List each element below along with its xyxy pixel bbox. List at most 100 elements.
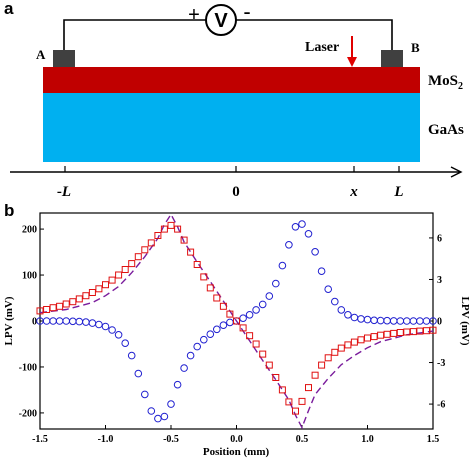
- blue-circle-point: [311, 248, 319, 256]
- blue-circle-point: [82, 318, 90, 326]
- y-left-tick-label: -200: [19, 408, 37, 419]
- ticks-layer: -1.5 -1.0 -0.5 0.0 0.5 1.0 1.5 -200 -100 0 100 200 -…: [19, 225, 446, 445]
- red-square-point: [56, 302, 64, 310]
- red-square-point: [128, 260, 136, 268]
- blue-circle-point: [324, 285, 333, 294]
- blue-circle-point: [206, 330, 215, 339]
- red-square-point: [154, 232, 162, 239]
- y-right-tick-label: 6: [437, 233, 442, 244]
- y-axis-label-right: LPV (mV): [459, 297, 471, 346]
- red-square-point: [357, 336, 365, 344]
- red-series-layer: [36, 221, 437, 415]
- red-square-point: [147, 239, 155, 247]
- blue-circle-point: [88, 319, 97, 327]
- red-square-point: [88, 289, 96, 296]
- gaas-label: GaAs: [428, 122, 464, 138]
- red-square-point: [75, 295, 83, 303]
- red-square-point: [377, 331, 385, 339]
- mos2-label: MoS2: [428, 73, 463, 92]
- red-square-point: [102, 281, 109, 289]
- blue-circle-point: [114, 331, 123, 339]
- mos2-layer: [43, 67, 420, 93]
- tick-l: L: [393, 184, 403, 200]
- blue-circle-point: [422, 317, 431, 325]
- lpv-chart: -1.5 -1.0 -0.5 0.0 0.5 1.0 1.5 -200 -100 0 100 200 -…: [3, 212, 471, 458]
- blue-circle-point: [403, 317, 411, 325]
- blue-circle-point: [265, 292, 274, 300]
- blue-circle-point: [252, 306, 260, 314]
- blue-circle-point: [258, 300, 267, 309]
- voltmeter: V + -: [188, 0, 251, 36]
- red-square-point: [324, 354, 332, 362]
- x-tick-label: 0.0: [230, 434, 243, 445]
- blue-circle-point: [331, 297, 339, 306]
- red-square-point: [121, 266, 129, 273]
- red-square-point: [390, 329, 398, 337]
- blue-circle-point: [291, 223, 300, 231]
- red-square-point: [278, 386, 286, 394]
- laser-arrow: [347, 36, 357, 67]
- red-square-point: [423, 327, 430, 335]
- blue-circle-point: [108, 326, 116, 334]
- y-left-tick-label: 0: [32, 317, 37, 328]
- blue-circle-point: [245, 311, 254, 319]
- blue-circle-point: [200, 335, 208, 344]
- red-square-point: [134, 253, 142, 261]
- blue-circle-point: [416, 317, 424, 325]
- red-square-point: [383, 330, 391, 338]
- blue-circle-point: [75, 317, 84, 326]
- y-axis-label-left: LPV (mV): [3, 296, 15, 345]
- x-tick-label: -1.0: [98, 434, 114, 445]
- mos2-label-main: MoS: [428, 73, 458, 89]
- red-square-point: [318, 361, 326, 369]
- tick-neg-l-sign: -: [57, 184, 62, 200]
- blue-circle-point: [55, 317, 64, 325]
- blue-circle-point: [272, 279, 280, 288]
- red-square-point: [403, 328, 411, 336]
- blue-circle-point: [160, 412, 169, 421]
- y-left-tick-label: -100: [19, 362, 37, 373]
- tick-x: x: [349, 184, 358, 200]
- red-square-point: [174, 225, 182, 233]
- blue-circle-point: [350, 313, 359, 322]
- x-axis-label: Position (mm): [203, 446, 270, 458]
- tick-neg-l: -L: [57, 184, 71, 200]
- y-left-tick-label: 200: [22, 225, 37, 236]
- red-square-point: [396, 329, 404, 336]
- blue-circle-point: [193, 342, 201, 351]
- blue-circle-point: [147, 407, 156, 415]
- red-square-point: [429, 326, 437, 334]
- red-square-point: [160, 225, 168, 233]
- dashed-fit-layer: [39, 213, 434, 430]
- x-tick-label: 1.0: [361, 434, 374, 445]
- red-square-point: [364, 334, 371, 342]
- blue-circle-point: [167, 400, 175, 408]
- y-right-tick-label: 0: [437, 317, 442, 328]
- blue-series-layer: [36, 220, 437, 423]
- blue-circle-point: [121, 339, 129, 348]
- electrode-b: [381, 50, 403, 67]
- red-square-point: [344, 341, 352, 349]
- red-square-point: [95, 285, 103, 293]
- blue-circle-point: [376, 316, 385, 325]
- red-square-point: [252, 340, 260, 348]
- red-square-point: [337, 344, 345, 352]
- red-square-point: [239, 324, 247, 332]
- red-square-point: [259, 350, 267, 358]
- blue-circle-point: [219, 321, 228, 330]
- fit-curve-dashed: [39, 213, 434, 430]
- y-right-tick-label: -3: [437, 358, 445, 369]
- blue-circle-point: [173, 380, 182, 389]
- blue-circle-point: [389, 317, 398, 325]
- red-square-point: [187, 248, 195, 256]
- red-square-point: [292, 407, 299, 415]
- blue-circle-point: [285, 241, 293, 249]
- red-square-point: [82, 292, 90, 300]
- red-square-point: [200, 273, 208, 281]
- blue-circle-point: [49, 317, 57, 325]
- laser-label: Laser: [305, 40, 339, 55]
- red-square-point: [219, 302, 227, 310]
- red-square-point: [233, 317, 240, 325]
- blue-circle-point: [180, 364, 188, 372]
